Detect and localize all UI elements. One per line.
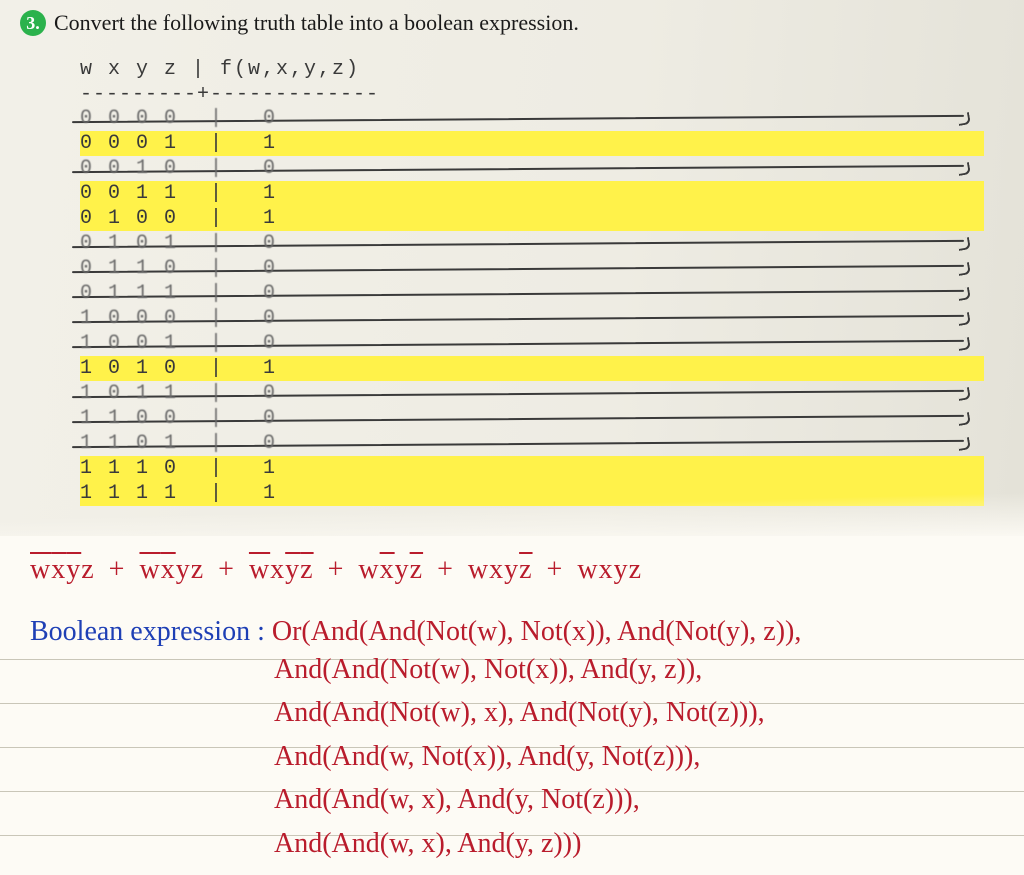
question-line: 3. Convert the following truth table int… xyxy=(20,10,984,36)
truth-table-separator: | xyxy=(210,457,250,480)
truth-table-output: 1 xyxy=(250,482,290,505)
truth-table-output: 0 xyxy=(250,157,290,180)
boolean-expression-line: Boolean expression : Or(And(And(Not(w), … xyxy=(30,616,994,648)
boolean-expression-line-cont: And(And(w, x), And(y, Not(z))), xyxy=(274,778,994,821)
truth-table-separator: | xyxy=(210,407,250,430)
truth-table-row: 0 0 0 1|1 xyxy=(80,131,984,156)
truth-table: w x y z | f(w,x,y,z) ---------+---------… xyxy=(80,56,984,536)
truth-table-row: 1 0 1 1|0 xyxy=(80,381,984,406)
truth-table-row: 1 1 1 0|1 xyxy=(80,456,984,481)
truth-table-separator: | xyxy=(210,107,250,130)
boolean-expression-line-cont: And(And(Not(w), Not(x)), And(y, z)), xyxy=(274,648,994,691)
truth-table-row: 1 1 1 1|1 xyxy=(80,481,984,506)
truth-table-separator: | xyxy=(210,282,250,305)
truth-table-output: 0 xyxy=(250,232,290,255)
truth-table-vars: 1 0 0 1 xyxy=(80,332,210,355)
truth-table-separator: | xyxy=(210,382,250,405)
boolean-expression-line-cont: And(And(w, x), And(y, z))) xyxy=(274,822,994,865)
truth-table-output: 1 xyxy=(250,182,290,205)
truth-table-vars: 1 1 1 1 xyxy=(80,482,210,505)
truth-table-vars: 0 1 0 1 xyxy=(80,232,210,255)
truth-table-vars: 0 0 0 0 xyxy=(80,107,210,130)
truth-table-row: 1 0 1 0|1 xyxy=(80,356,984,381)
truth-table-vars: 0 0 1 1 xyxy=(80,182,210,205)
boolean-expression-label: Boolean expression : xyxy=(30,616,272,647)
truth-table-output: 0 xyxy=(250,107,290,130)
boolean-expression-first-line: Or(And(And(Not(w), Not(x)), And(Not(y), … xyxy=(272,616,802,647)
truth-table-separator: | xyxy=(210,232,250,255)
question-text: Convert the following truth table into a… xyxy=(54,10,579,36)
handwritten-answer-region: wxyz + wxyz + wxyz + wxyz + wxyz + wxyz … xyxy=(0,536,1024,875)
truth-table-output: 0 xyxy=(250,307,290,330)
truth-table-row: 1 1 0 0|0 xyxy=(80,406,984,431)
truth-table-output: 0 xyxy=(250,282,290,305)
truth-table-header: w x y z | f(w,x,y,z) xyxy=(80,56,984,83)
truth-table-separator: | xyxy=(210,332,250,355)
truth-table-row: 0 1 1 1|0 xyxy=(80,281,984,306)
truth-table-output: 0 xyxy=(250,257,290,280)
sop-algebraic-expression: wxyz + wxyz + wxyz + wxyz + wxyz + wxyz xyxy=(30,554,994,586)
truth-table-separator: | xyxy=(210,307,250,330)
truth-table-row: 0 1 1 0|0 xyxy=(80,256,984,281)
boolean-expression-continuation: And(And(Not(w), Not(x)), And(y, z)),And(… xyxy=(274,648,994,865)
boolean-expression-line-cont: And(And(Not(w), x), And(Not(y), Not(z)))… xyxy=(274,691,994,734)
truth-table-vars: 0 1 0 0 xyxy=(80,207,210,230)
truth-table-vars: 0 0 1 0 xyxy=(80,157,210,180)
truth-table-separator: | xyxy=(210,182,250,205)
truth-table-row: 0 0 1 1|1 xyxy=(80,181,984,206)
truth-table-separator: | xyxy=(210,132,250,155)
question-number-badge: 3. xyxy=(20,10,46,36)
truth-table-output: 1 xyxy=(250,207,290,230)
truth-table-output: 1 xyxy=(250,457,290,480)
truth-table-row: 0 1 0 0|1 xyxy=(80,206,984,231)
truth-table-output: 1 xyxy=(250,357,290,380)
truth-table-row: 1 1 0 1|0 xyxy=(80,431,984,456)
truth-table-separator: | xyxy=(210,157,250,180)
truth-table-separator: | xyxy=(210,257,250,280)
truth-table-separator: | xyxy=(210,482,250,505)
truth-table-row: 0 1 0 1|0 xyxy=(80,231,984,256)
truth-table-row: 1 0 0 0|0 xyxy=(80,306,984,331)
truth-table-row: 1 0 0 1|0 xyxy=(80,331,984,356)
truth-table-separator: | xyxy=(210,207,250,230)
truth-table-vars: 0 0 0 1 xyxy=(80,132,210,155)
truth-table-separator: | xyxy=(210,432,250,455)
truth-table-output: 0 xyxy=(250,382,290,405)
truth-table-vars: 1 1 0 1 xyxy=(80,432,210,455)
truth-table-output: 0 xyxy=(250,432,290,455)
truth-table-vars: 1 1 1 0 xyxy=(80,457,210,480)
truth-table-row: 0 0 0 0|0 xyxy=(80,106,984,131)
truth-table-divider: ---------+------------- xyxy=(80,83,984,106)
truth-table-vars: 0 1 1 0 xyxy=(80,257,210,280)
printed-problem-region: 3. Convert the following truth table int… xyxy=(0,0,1024,536)
truth-table-output: 1 xyxy=(250,132,290,155)
truth-table-row: 0 0 1 0|0 xyxy=(80,156,984,181)
boolean-expression-line-cont: And(And(w, Not(x)), And(y, Not(z))), xyxy=(274,735,994,778)
truth-table-vars: 1 0 1 0 xyxy=(80,357,210,380)
truth-table-vars: 1 0 1 1 xyxy=(80,382,210,405)
truth-table-vars: 0 1 1 1 xyxy=(80,282,210,305)
truth-table-vars: 1 0 0 0 xyxy=(80,307,210,330)
truth-table-output: 0 xyxy=(250,332,290,355)
truth-table-output: 0 xyxy=(250,407,290,430)
truth-table-vars: 1 1 0 0 xyxy=(80,407,210,430)
truth-table-separator: | xyxy=(210,357,250,380)
